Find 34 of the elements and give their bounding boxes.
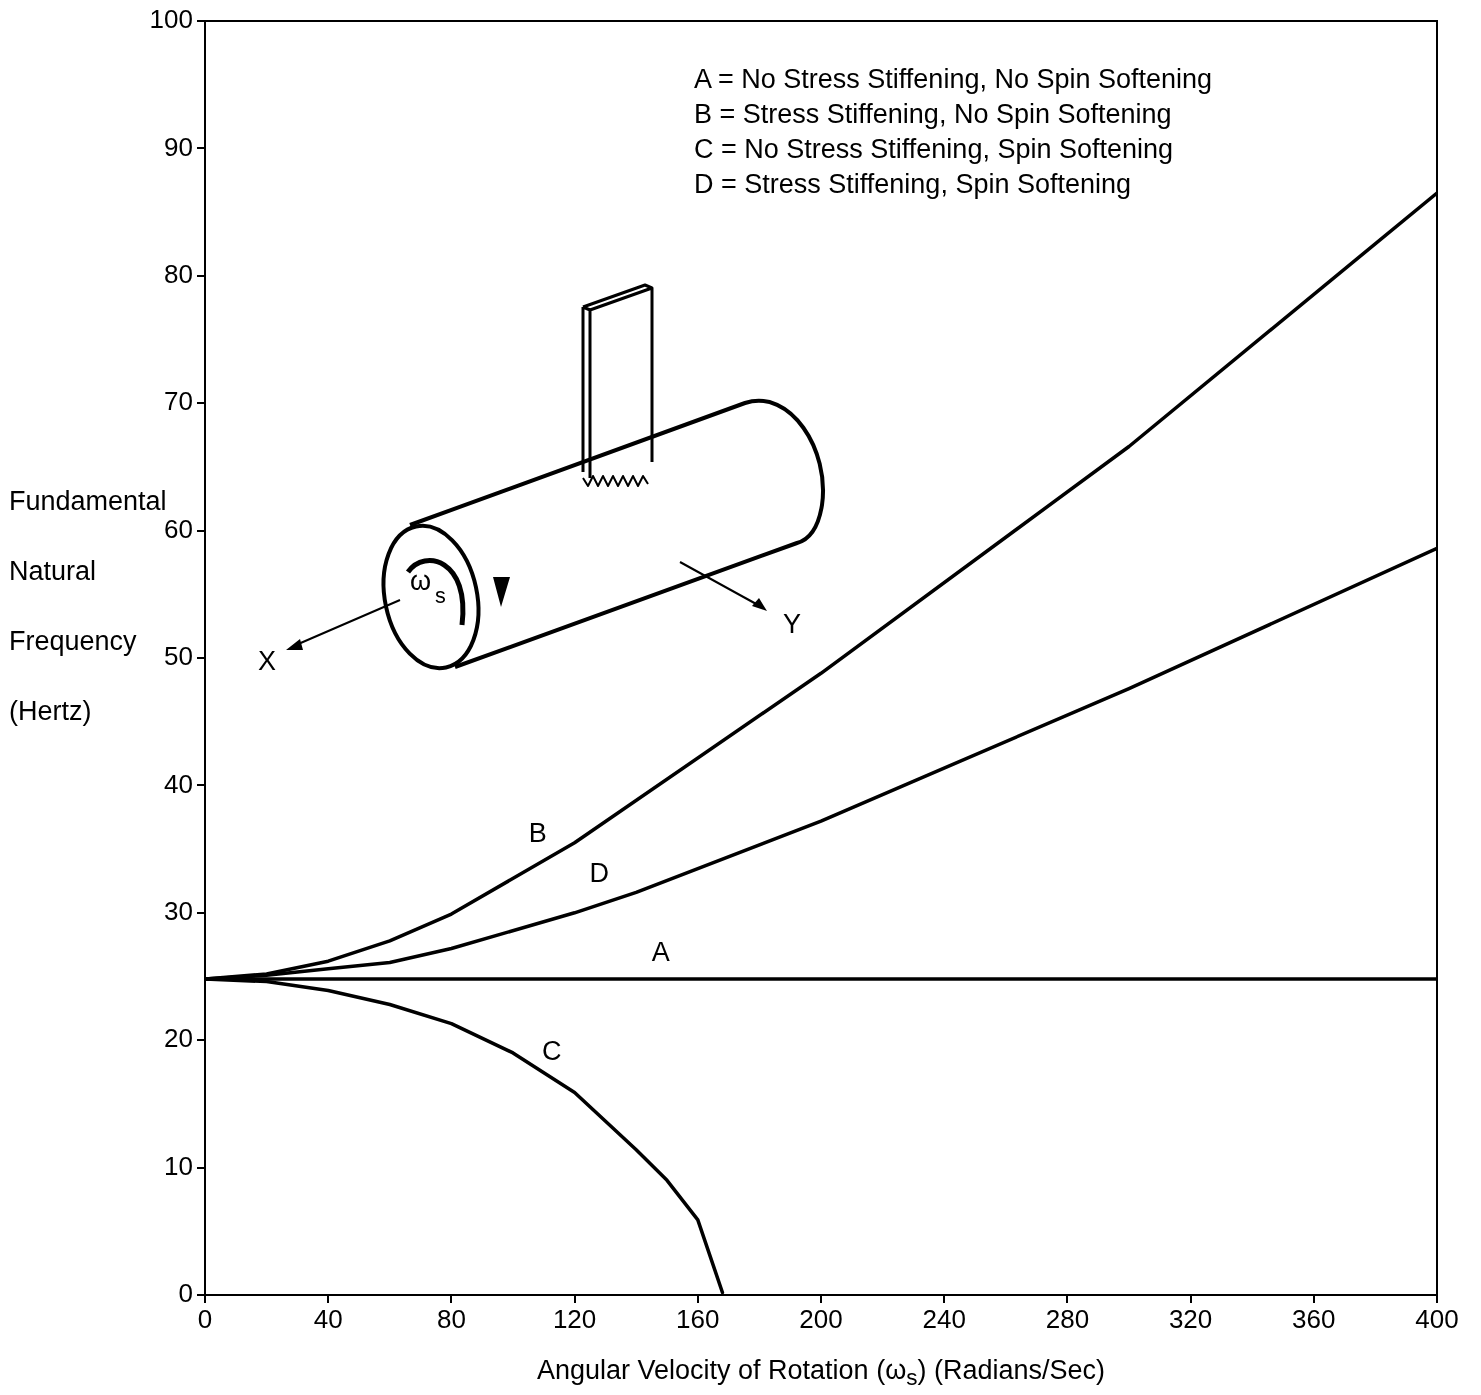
y-tick-label: 60 xyxy=(164,513,193,544)
x-tick-label: 0 xyxy=(197,1303,213,1334)
x-tick-label: 80 xyxy=(436,1303,466,1334)
x-tick-label: 200 xyxy=(799,1303,843,1334)
annotation: Y xyxy=(783,609,802,639)
annotation: D = Stress Stiffening, Spin Softening xyxy=(694,168,1132,201)
x-axis-title: Angular Velocity of Rotation (ω$_{s}$) (Radians/Sec) xyxy=(535,1355,1107,1392)
y-tick-label: 0 xyxy=(178,1278,193,1309)
series-label: D xyxy=(589,858,609,889)
x-tick-label: 320 xyxy=(1168,1303,1213,1334)
annotation: B = Stress Stiffening, No Spin Softening xyxy=(694,98,1173,131)
annotation: A = No Stress Stiffening, No Spin Softening xyxy=(694,63,1213,96)
series-label: C xyxy=(541,1036,562,1067)
y-tick-label: 70 xyxy=(164,386,193,417)
y-tick-label: 30 xyxy=(164,895,193,926)
y-tick-label: 40 xyxy=(164,768,193,799)
x-tick-label: 160 xyxy=(676,1303,720,1334)
annotation: ω$_{s}$ xyxy=(410,566,447,608)
x-tick-label: 360 xyxy=(1292,1303,1336,1334)
y-tick-label: 10 xyxy=(164,1150,193,1181)
annotation: C = No Stress Stiffening, Spin Softening xyxy=(694,133,1175,166)
annotation: X xyxy=(258,646,277,676)
series-label: B xyxy=(528,817,547,848)
y-tick-label: 100 xyxy=(149,4,193,35)
x-tick-label: 40 xyxy=(313,1303,343,1334)
y-tick-label: 20 xyxy=(164,1023,193,1054)
series-label: A xyxy=(651,936,670,967)
y-tick-label: 80 xyxy=(164,258,193,289)
x-tick-label: 400 xyxy=(1415,1303,1459,1334)
y-tick-label: 50 xyxy=(164,641,193,672)
y-tick-label: 90 xyxy=(164,131,193,162)
x-tick-label: 120 xyxy=(552,1303,597,1334)
x-tick-label: 240 xyxy=(922,1303,966,1334)
x-tick-label: 280 xyxy=(1045,1303,1090,1334)
